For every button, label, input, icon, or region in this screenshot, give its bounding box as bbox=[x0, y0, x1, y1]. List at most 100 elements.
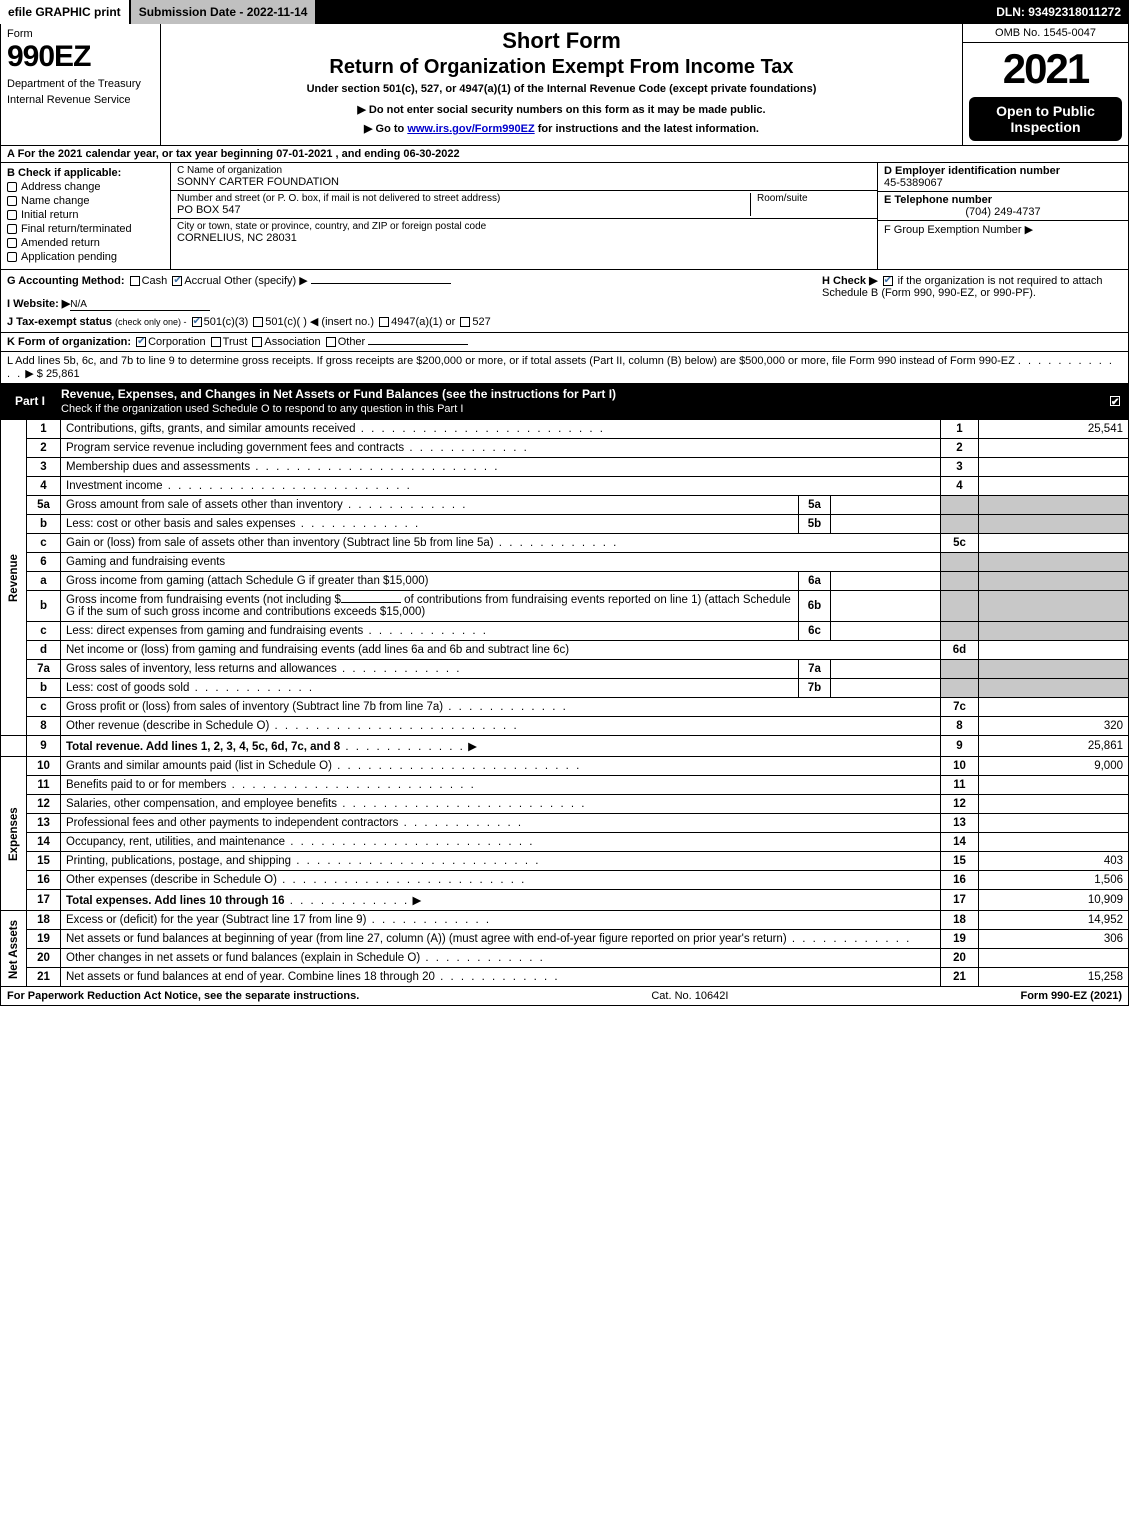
open-to-public: Open to Public Inspection bbox=[969, 97, 1122, 141]
gross-receipts-amount: 25,861 bbox=[46, 368, 80, 380]
part1-header: Part I Revenue, Expenses, and Changes in… bbox=[0, 384, 1129, 419]
dept-treasury: Department of the Treasury bbox=[7, 78, 154, 90]
chk-amended-return[interactable]: Amended return bbox=[7, 237, 164, 249]
amt-line3 bbox=[979, 458, 1129, 477]
amt-line6d bbox=[979, 641, 1129, 660]
paperwork-notice: For Paperwork Reduction Act Notice, see … bbox=[7, 990, 359, 1002]
top-bar: efile GRAPHIC print Submission Date - 20… bbox=[0, 0, 1129, 24]
val-5a bbox=[831, 496, 941, 515]
col-def: D Employer identification number 45-5389… bbox=[878, 163, 1128, 269]
header-center: Short Form Return of Organization Exempt… bbox=[161, 24, 963, 145]
row-i: I Website: ▶N/A bbox=[7, 297, 822, 311]
form-label: Form bbox=[7, 28, 154, 40]
address-block: Number and street (or P. O. box, if mail… bbox=[171, 191, 877, 219]
room-label: Room/suite bbox=[757, 193, 871, 204]
chk-cash[interactable] bbox=[130, 276, 140, 286]
amt-line9: 25,861 bbox=[979, 736, 1129, 757]
amt-line15: 403 bbox=[979, 852, 1129, 871]
revenue-sidelabel: Revenue bbox=[1, 420, 27, 736]
city-label: City or town, state or province, country… bbox=[177, 221, 871, 232]
group-exemption-label: F Group Exemption Number ▶ bbox=[884, 223, 1122, 236]
addr-label: Number and street (or P. O. box, if mail… bbox=[177, 193, 744, 204]
chk-accrual[interactable] bbox=[172, 276, 182, 286]
row-h: H Check ▶ if the organization is not req… bbox=[822, 274, 1122, 328]
row-a-calendar-year: A For the 2021 calendar year, or tax yea… bbox=[0, 146, 1129, 163]
amt-line14 bbox=[979, 833, 1129, 852]
info-grid: B Check if applicable: Address change Na… bbox=[0, 163, 1129, 270]
chk-schedule-b[interactable] bbox=[883, 276, 893, 286]
amt-line18: 14,952 bbox=[979, 911, 1129, 930]
header-right: OMB No. 1545-0047 2021 Open to Public In… bbox=[963, 24, 1128, 145]
dept-irs: Internal Revenue Service bbox=[7, 94, 154, 106]
amt-line8: 320 bbox=[979, 717, 1129, 736]
row-l: L Add lines 5b, 6c, and 7b to line 9 to … bbox=[0, 352, 1129, 384]
col-b: B Check if applicable: Address change Na… bbox=[1, 163, 171, 269]
amt-line7c bbox=[979, 698, 1129, 717]
under-section: Under section 501(c), 527, or 4947(a)(1)… bbox=[169, 83, 954, 95]
ein-label: D Employer identification number bbox=[884, 165, 1122, 177]
val-5b bbox=[831, 515, 941, 534]
chk-final-return[interactable]: Final return/terminated bbox=[7, 223, 164, 235]
org-name-label: C Name of organization bbox=[177, 165, 871, 176]
expenses-sidelabel: Expenses bbox=[1, 757, 27, 911]
amt-line13 bbox=[979, 814, 1129, 833]
row-k: K Form of organization: Corporation Trus… bbox=[0, 333, 1129, 352]
chk-4947[interactable] bbox=[379, 317, 389, 327]
goto-prefix: ▶ Go to bbox=[364, 123, 407, 135]
amt-line20 bbox=[979, 949, 1129, 968]
org-name-block: C Name of organization SONNY CARTER FOUN… bbox=[171, 163, 877, 191]
efile-label: efile GRAPHIC print bbox=[0, 0, 131, 24]
amt-line11 bbox=[979, 776, 1129, 795]
col-c: C Name of organization SONNY CARTER FOUN… bbox=[171, 163, 878, 269]
amt-line10: 9,000 bbox=[979, 757, 1129, 776]
chk-address-change[interactable]: Address change bbox=[7, 181, 164, 193]
chk-initial-return[interactable]: Initial return bbox=[7, 209, 164, 221]
city-block: City or town, state or province, country… bbox=[171, 219, 877, 246]
netassets-sidelabel: Net Assets bbox=[1, 911, 27, 987]
cat-number: Cat. No. 10642I bbox=[651, 990, 728, 1002]
addr-value: PO BOX 547 bbox=[177, 204, 744, 216]
chk-application-pending[interactable]: Application pending bbox=[7, 251, 164, 263]
row-j: J Tax-exempt status (check only one) - 5… bbox=[7, 315, 822, 328]
short-form-title: Short Form bbox=[169, 28, 954, 54]
val-7b bbox=[831, 679, 941, 698]
tax-year: 2021 bbox=[963, 43, 1128, 95]
chk-527[interactable] bbox=[460, 317, 470, 327]
amt-line21: 15,258 bbox=[979, 968, 1129, 987]
val-6b bbox=[831, 591, 941, 622]
phone-value: (704) 249-4737 bbox=[884, 206, 1122, 218]
part1-table: Revenue 1 Contributions, gifts, grants, … bbox=[0, 419, 1129, 987]
other-specify-line[interactable] bbox=[311, 283, 451, 284]
form-header: Form 990EZ Department of the Treasury In… bbox=[0, 24, 1129, 146]
chk-501c[interactable] bbox=[253, 317, 263, 327]
amt-line4 bbox=[979, 477, 1129, 496]
chk-name-change[interactable]: Name change bbox=[7, 195, 164, 207]
do-not-enter: ▶ Do not enter social security numbers o… bbox=[169, 103, 954, 116]
amt-line12 bbox=[979, 795, 1129, 814]
val-6c bbox=[831, 622, 941, 641]
form-number: 990EZ bbox=[7, 40, 154, 74]
part1-label: Part I bbox=[7, 392, 53, 410]
city-value: CORNELIUS, NC 28031 bbox=[177, 232, 871, 244]
goto-suffix: for instructions and the latest informat… bbox=[535, 123, 759, 135]
org-name-value: SONNY CARTER FOUNDATION bbox=[177, 176, 871, 188]
val-7a bbox=[831, 660, 941, 679]
chk-schedule-o-part1[interactable] bbox=[1110, 396, 1120, 406]
chk-association[interactable] bbox=[252, 337, 262, 347]
submission-date: Submission Date - 2022-11-14 bbox=[131, 0, 318, 24]
ein-block: D Employer identification number 45-5389… bbox=[878, 163, 1128, 192]
go-to-line: ▶ Go to www.irs.gov/Form990EZ for instru… bbox=[169, 122, 954, 135]
phone-label: E Telephone number bbox=[884, 194, 1122, 206]
goto-link[interactable]: www.irs.gov/Form990EZ bbox=[407, 123, 534, 135]
amt-line2 bbox=[979, 439, 1129, 458]
val-6a bbox=[831, 572, 941, 591]
chk-trust[interactable] bbox=[211, 337, 221, 347]
form-reference: Form 990-EZ (2021) bbox=[1020, 990, 1122, 1002]
chk-corporation[interactable] bbox=[136, 337, 146, 347]
return-title: Return of Organization Exempt From Incom… bbox=[169, 56, 954, 79]
chk-other-org[interactable] bbox=[326, 337, 336, 347]
amt-line1: 25,541 bbox=[979, 420, 1129, 439]
amt-line17: 10,909 bbox=[979, 890, 1129, 911]
part1-title: Revenue, Expenses, and Changes in Net As… bbox=[61, 387, 616, 415]
chk-501c3[interactable] bbox=[192, 317, 202, 327]
